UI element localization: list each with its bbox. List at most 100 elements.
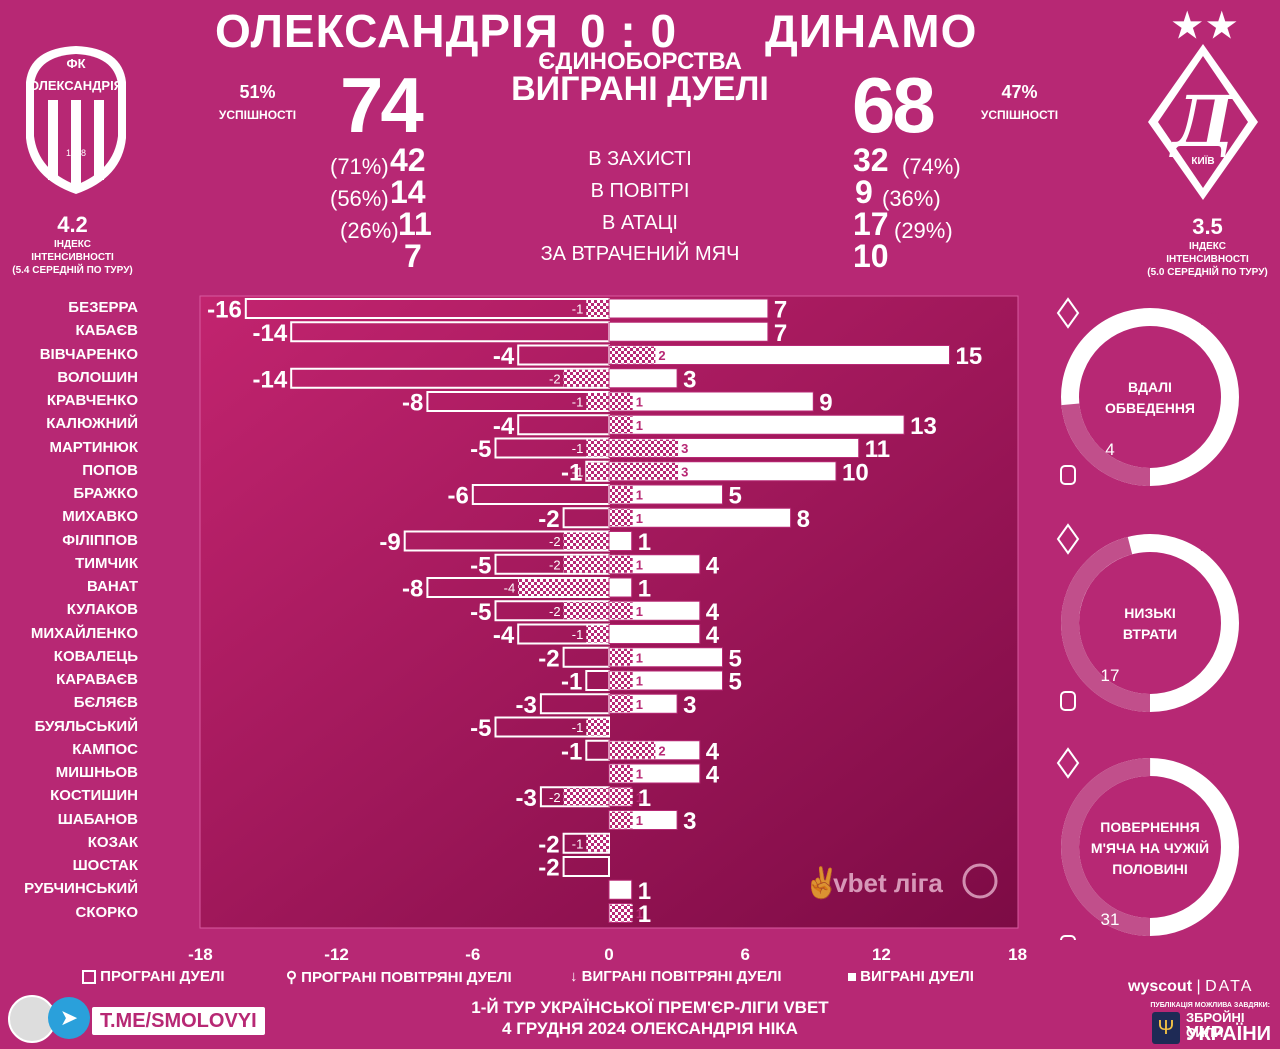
won-duels-bar [608,647,723,668]
lost-air-duels-bar [586,439,609,457]
telegram-icon[interactable]: ➤ [48,997,90,1039]
right-total: 68 [852,61,936,149]
donut-label-line: М'ЯЧА НА ЧУЖІЙ [1091,839,1209,856]
lost-duels-label: -5 [470,552,491,579]
player-name: КОЗАК [87,833,138,851]
crest-year: 1948 [66,148,86,158]
lost-duels-label: -14 [253,320,288,347]
won-air-duels-bar [610,509,633,527]
lost-duels-label: -16 [207,297,242,324]
won-duels-label: 1 [638,529,651,556]
lost-air-duels-label: -2 [549,371,561,386]
lost-duels-label: -14 [253,366,288,393]
legend-won: ВИГРАНІ ДУЕЛІ [848,968,974,985]
donut-label-line: ПОВЕРНЕННЯ [1100,819,1199,835]
won-air-duels-bar [610,904,633,922]
lost-air-duels-label: -2 [549,790,561,805]
player-name: КОСТИШИН [50,787,138,805]
donut-chart: 13 4 ВДАЛІ ОБВЕДЕННЯ [1056,297,1239,486]
won-duels-bar [608,345,950,365]
cat-air: В ПОВІТРІ [590,180,690,202]
team-left-title: ОЛЕКСАНДРІЯ [215,5,559,57]
left-attack: 11 [398,206,432,242]
lost-air-duels-label: -1 [572,720,584,735]
left-intensity-caption: ІНДЕКС ІНТЕНСИВНОСТІ (5.4 СЕРЕДНІЙ ПО ТУ… [5,238,140,277]
telegram-link[interactable]: T.ME/SMOLOVYI [92,1007,265,1035]
left-intensity-l2: ІНТЕНСИВНОСТІ [31,252,114,263]
lost-duels-label: -1 [561,738,582,765]
lost-air-duels-bar [563,788,609,806]
won-air-duels-bar [610,788,633,806]
x-tick-label: 6 [740,945,749,964]
legend-lost-swatch [82,970,96,985]
team-right-title: ДИНАМО [765,5,978,57]
right-intensity: 3.5 [1192,214,1223,239]
crest-fk: ФК [66,56,85,71]
donut-ring-bottom [1061,534,1239,712]
won-air-duels-label: 3 [681,464,688,479]
right-defense-pct: (74%) [902,154,961,179]
legend-lost-air-label: ПРОГРАНІ ПОВІТРЯНІ ДУЕЛІ [301,969,512,986]
lost-air-duels-label: -1 [572,441,584,456]
won-air-duels-bar [610,741,656,759]
right-intensity-caption: ІНДЕКС ІНТЕНСИВНОСТІ (5.0 СЕРЕДНІЙ ПО ТУ… [1140,240,1275,279]
player-name: ШАБАНОВ [57,810,138,828]
right-success-pct: 47% [1001,82,1038,102]
lost-air-duels-bar [518,579,609,596]
lost-air-duels-label: -1 [572,395,584,410]
lost-air-duels-bar [586,300,609,317]
lost-duels-label: -2 [538,506,559,533]
right-intensity-l1: ІНДЕКС [1189,241,1226,252]
lost-duels-label: -4 [493,413,515,440]
won-duels-bar [608,670,723,691]
won-duels-label: 15 [956,343,983,370]
subtitle: ЄДИНОБОРСТВА [538,48,742,75]
won-duels-label: 1 [638,576,651,603]
player-name: ПОПОВ [82,461,138,479]
won-air-duels-label: 2 [658,743,665,758]
player-name: БУЯЛЬСЬКИЙ [34,717,138,735]
wyscout-logo: wyscout | DATA [1128,978,1254,995]
dynamo-mini-icon [1056,297,1080,329]
won-duels-label: 9 [819,390,832,417]
player-name: КАРАВАЄВ [56,671,138,688]
legend-lost-air: ⚲ ПРОГРАНІ ПОВІТРЯНІ ДУЕЛІ [286,968,512,986]
won-air-duels-bar [610,695,633,713]
left-total: 74 [340,61,424,149]
lost-duels-label: -1 [561,669,582,696]
lost-duels-label: -6 [447,483,468,510]
won-air-duels-bar [610,765,633,782]
won-duels-label: 4 [706,552,720,579]
tryzub-icon: Ψ [1152,1012,1180,1044]
dynamo-mini-icon [1056,523,1080,555]
left-defense-pct: (71%) [330,154,389,179]
league-ball-icon [962,863,998,899]
crest-name: ОЛЕКСАНДРІЯ [29,78,123,93]
lost-duels-label: -2 [538,855,559,882]
lost-duels-label: -8 [402,390,423,417]
won-air-duels-bar [610,462,679,480]
main-label: ВИГРАНІ ДУЕЛІ [511,70,769,108]
legend-won-air-label: ВИГРАНІ ПОВІТРЯНІ ДУЕЛІ [581,968,782,985]
lost-duels-label: -5 [470,436,491,463]
player-name: ТИМЧИК [75,554,138,572]
lost-duels-label: -4 [493,343,515,370]
right-air: 9 [855,174,873,210]
right-intensity-l2: ІНТЕНСИВНОСТІ [1166,254,1249,265]
won-air-duels-label: 1 [636,813,643,828]
player-name: МИШНЬОВ [55,764,138,781]
player-name: СКОРКО [75,903,138,921]
legend-lost-label: ПРОГРАНІ ДУЕЛІ [100,968,225,985]
won-air-duels-label: 1 [636,697,643,712]
oleksandria-crest: ФК ОЛЕКСАНДРІЯ 1948 [26,46,126,194]
left-loose: 7 [404,238,422,274]
player-name: КОВАЛЕЦЬ [53,647,138,665]
right-loose: 10 [853,238,889,274]
won-duels-label: 3 [683,808,696,835]
lost-duels-label: -3 [516,785,537,812]
donut-label-line: НИЗЬКІ [1124,605,1175,621]
lost-duels-label: -5 [470,599,491,626]
lost-air-duels-label: -4 [504,581,516,596]
lost-duels-label: -1 [561,459,582,486]
player-name: БЄЛЯЄВ [73,694,138,712]
